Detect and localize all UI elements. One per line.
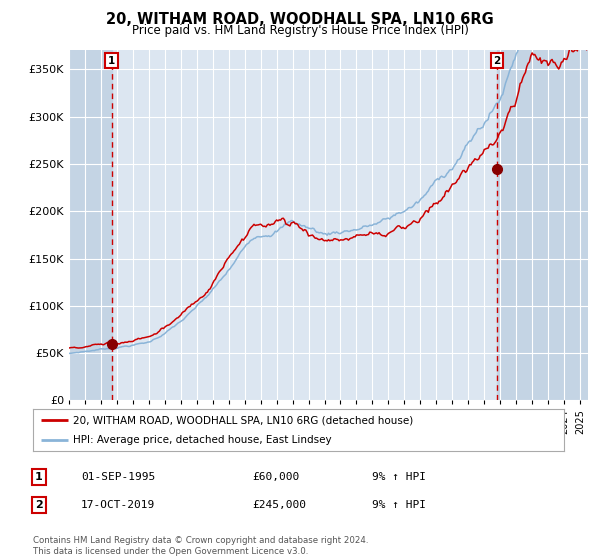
- Bar: [497, 50, 588, 400]
- Text: 20, WITHAM ROAD, WOODHALL SPA, LN10 6RG (detached house): 20, WITHAM ROAD, WOODHALL SPA, LN10 6RG …: [73, 415, 413, 425]
- Text: 17-OCT-2019: 17-OCT-2019: [81, 500, 155, 510]
- Text: 1: 1: [35, 472, 43, 482]
- Text: 01-SEP-1995: 01-SEP-1995: [81, 472, 155, 482]
- Text: 20, WITHAM ROAD, WOODHALL SPA, LN10 6RG: 20, WITHAM ROAD, WOODHALL SPA, LN10 6RG: [106, 12, 494, 27]
- Text: £245,000: £245,000: [252, 500, 306, 510]
- Text: 1: 1: [108, 55, 115, 66]
- Text: Contains HM Land Registry data © Crown copyright and database right 2024.
This d: Contains HM Land Registry data © Crown c…: [33, 536, 368, 556]
- Text: Price paid vs. HM Land Registry's House Price Index (HPI): Price paid vs. HM Land Registry's House …: [131, 24, 469, 37]
- Text: 9% ↑ HPI: 9% ↑ HPI: [372, 500, 426, 510]
- Bar: [69, 50, 112, 400]
- Text: 2: 2: [493, 55, 500, 66]
- Text: 2: 2: [35, 500, 43, 510]
- Text: 9% ↑ HPI: 9% ↑ HPI: [372, 472, 426, 482]
- Text: HPI: Average price, detached house, East Lindsey: HPI: Average price, detached house, East…: [73, 435, 331, 445]
- Text: £60,000: £60,000: [252, 472, 299, 482]
